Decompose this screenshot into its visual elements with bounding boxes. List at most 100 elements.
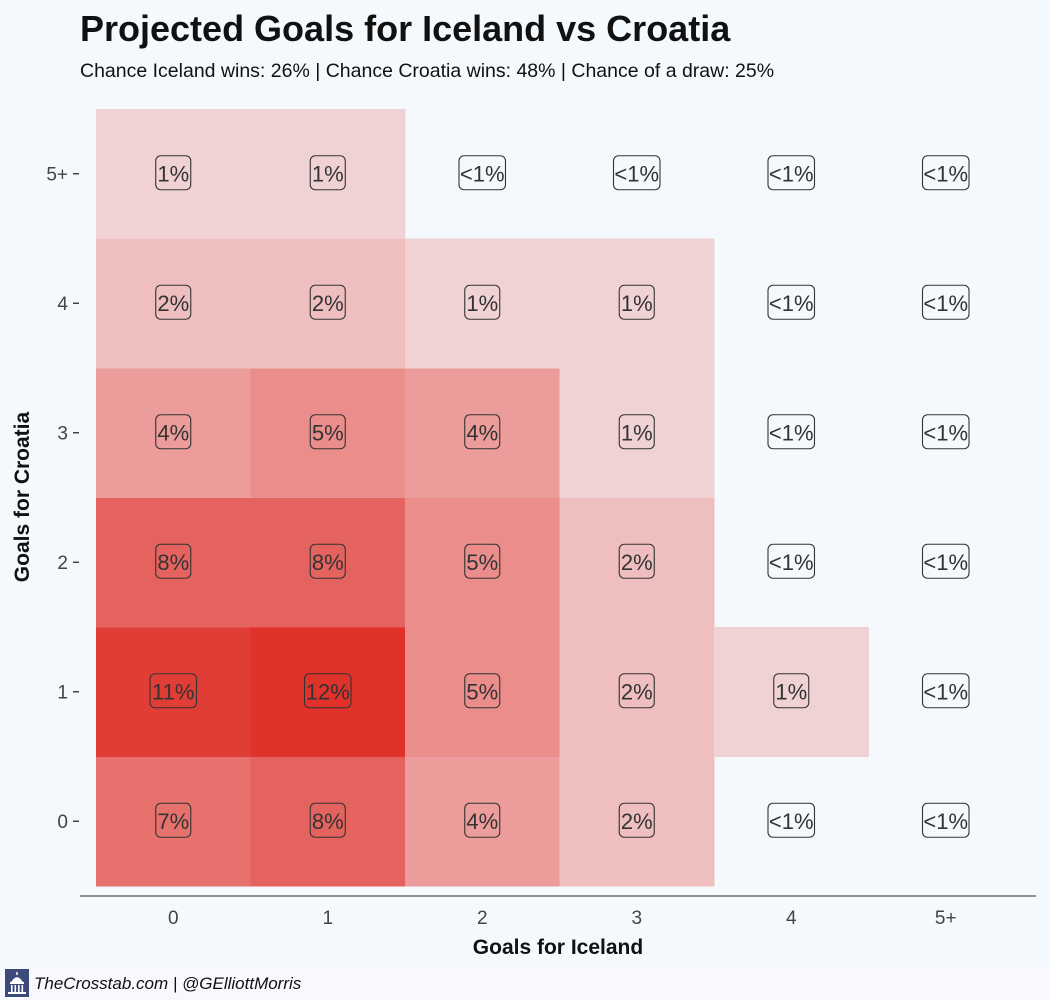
svg-text:8%: 8% [312, 550, 344, 575]
cell-label: 4% [464, 414, 501, 450]
cell-label: <1% [767, 414, 816, 450]
cell-label: <1% [921, 673, 970, 709]
heatmap-cell [559, 627, 715, 757]
svg-text:1%: 1% [775, 679, 807, 704]
cell-label: <1% [921, 155, 970, 191]
cell-label: 2% [618, 543, 655, 579]
svg-text:<1%: <1% [614, 161, 659, 186]
x-tick-label: 4 [786, 908, 797, 929]
cell-label: <1% [921, 802, 970, 838]
svg-text:8%: 8% [157, 550, 189, 575]
svg-text:1%: 1% [621, 291, 653, 316]
cell-label: <1% [612, 155, 661, 191]
heatmap-cell [96, 627, 251, 757]
svg-text:<1%: <1% [923, 809, 968, 834]
svg-text:<1%: <1% [923, 291, 968, 316]
cell-label: 1% [618, 414, 655, 450]
chart-title: Projected Goals for Iceland vs Croatia [80, 8, 731, 49]
svg-text:1%: 1% [621, 420, 653, 445]
cell-label: <1% [767, 802, 816, 838]
cell-label: <1% [767, 284, 816, 320]
svg-text:2%: 2% [621, 679, 653, 704]
x-tick-label: 3 [631, 908, 642, 929]
cell-label: 4% [464, 802, 501, 838]
svg-text:7%: 7% [157, 809, 189, 834]
svg-text:<1%: <1% [923, 550, 968, 575]
cell-label: 1% [155, 155, 192, 191]
capitol-icon [5, 969, 29, 997]
footer-credit: TheCrosstab.com | @GElliottMorris [34, 974, 302, 993]
svg-text:2%: 2% [621, 550, 653, 575]
y-tick-label: 4 [57, 294, 68, 315]
y-tick-label: 2 [57, 553, 68, 574]
heatmap-cell [405, 238, 560, 369]
cell-label: 1% [618, 284, 655, 320]
heatmap-cell [250, 368, 406, 498]
y-axis-title: Goals for Croatia [11, 411, 34, 582]
cell-label: 4% [155, 414, 192, 450]
cell-label: <1% [921, 414, 970, 450]
svg-text:5%: 5% [466, 679, 498, 704]
heatmap-cell [559, 756, 715, 887]
heatmap-cell [96, 756, 251, 887]
x-tick-label: 5+ [935, 908, 957, 929]
y-tick-label: 5+ [46, 164, 68, 185]
heatmap-cell [559, 368, 715, 498]
cell-label: <1% [458, 155, 507, 191]
cell-label: 2% [618, 802, 655, 838]
svg-text:<1%: <1% [923, 679, 968, 704]
heatmap-chart: 7% 8% 4% 2% <1% <1%11% 12% 5% 2% 1% <1%8% 8% 5% 2% <1%… [11, 109, 1036, 959]
footer-bar [0, 966, 1050, 1000]
svg-text:2%: 2% [312, 291, 344, 316]
svg-text:<1%: <1% [923, 161, 968, 186]
svg-text:12%: 12% [306, 679, 350, 704]
heatmap-cell [405, 497, 560, 628]
svg-text:<1%: <1% [769, 291, 814, 316]
cell-label: <1% [767, 155, 816, 191]
cell-label: 8% [309, 543, 346, 579]
x-tick-label: 1 [322, 908, 333, 929]
y-tick-label: 3 [57, 423, 68, 444]
cell-label: 2% [155, 284, 192, 320]
cell-label: <1% [921, 284, 970, 320]
cell-label: <1% [767, 543, 816, 579]
svg-text:4%: 4% [466, 809, 498, 834]
svg-text:1%: 1% [466, 291, 498, 316]
cell-label: 1% [309, 155, 346, 191]
heatmap-cell [250, 756, 406, 887]
heatmap-cell [559, 497, 715, 628]
heatmap-cell [96, 368, 251, 498]
chart-subtitle: Chance Iceland wins: 26% | Chance Croati… [80, 60, 775, 82]
cell-label: 8% [155, 543, 192, 579]
cell-label: 5% [464, 673, 501, 709]
cell-label: 12% [303, 673, 352, 709]
cell-label: 1% [464, 284, 501, 320]
cell-label: 11% [149, 673, 198, 709]
svg-text:<1%: <1% [460, 161, 505, 186]
heatmap-cell [250, 109, 406, 239]
x-tick-label: 2 [477, 908, 488, 929]
svg-text:1%: 1% [312, 161, 344, 186]
cell-label: 7% [155, 802, 192, 838]
heatmap-cell [405, 368, 560, 498]
cell-label: 1% [773, 673, 810, 709]
svg-text:<1%: <1% [769, 161, 814, 186]
heatmap-cell [96, 109, 251, 239]
svg-text:2%: 2% [157, 291, 189, 316]
y-tick-label: 0 [57, 812, 68, 833]
cell-label: 5% [464, 543, 501, 579]
heatmap-cell [714, 627, 869, 757]
svg-text:1%: 1% [157, 161, 189, 186]
cell-label: 2% [309, 284, 346, 320]
y-tick-label: 1 [57, 682, 68, 703]
svg-text:2%: 2% [621, 809, 653, 834]
heatmap-cell [559, 238, 715, 369]
svg-text:8%: 8% [312, 809, 344, 834]
heatmap-cell [250, 627, 406, 757]
svg-text:<1%: <1% [769, 420, 814, 445]
svg-text:4%: 4% [157, 420, 189, 445]
heatmap-cell [250, 238, 406, 369]
heatmap-cell [405, 756, 560, 887]
heatmap-cell [405, 627, 560, 757]
heatmap-cell [96, 238, 251, 369]
